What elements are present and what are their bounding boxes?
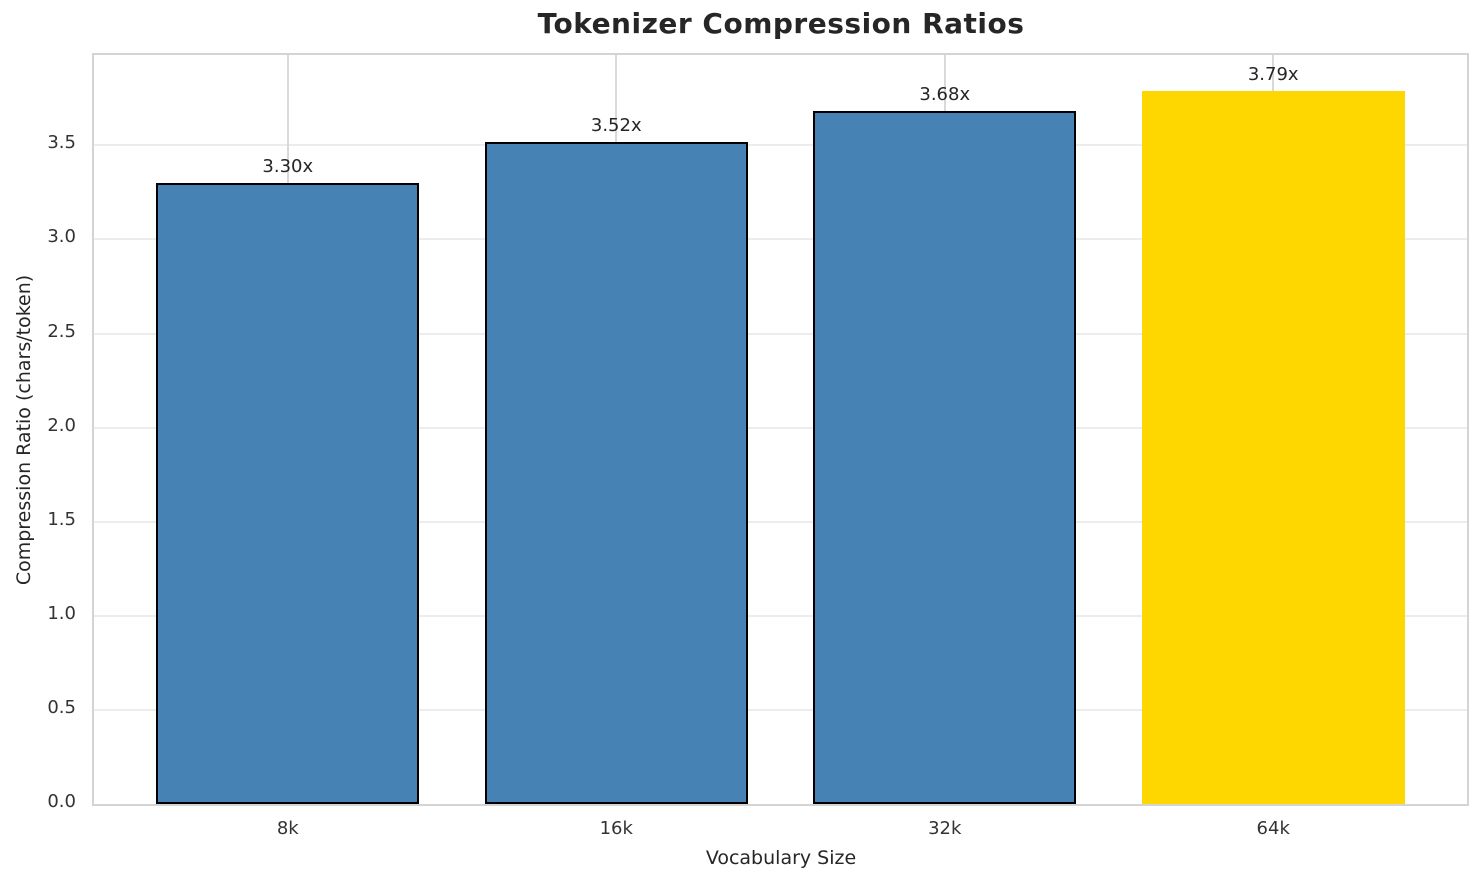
y-tick-label: 1.0	[47, 602, 76, 624]
h-gridline	[94, 708, 1467, 711]
h-gridline	[94, 520, 1467, 523]
h-gridline	[94, 144, 1467, 147]
y-tick-label: 3.5	[47, 132, 76, 154]
bar-32k	[813, 111, 1077, 804]
h-gridline	[94, 238, 1467, 241]
bar-8k	[156, 182, 420, 804]
x-tick-label: 16k	[599, 818, 633, 839]
y-tick-label: 1.5	[47, 508, 76, 530]
x-axis-title: Vocabulary Size	[705, 847, 857, 869]
y-tick-label: 3.0	[47, 226, 76, 248]
bar-16k	[484, 141, 748, 804]
y-tick-label: 2.0	[47, 414, 76, 436]
x-tick-label: 32k	[928, 818, 962, 839]
h-gridline	[94, 332, 1467, 335]
y-tick-label: 2.5	[47, 320, 76, 342]
h-gridline	[94, 614, 1467, 617]
x-tick-label: 8k	[276, 818, 299, 839]
bar-64k	[1141, 90, 1405, 804]
bar-value-label: 3.79x	[1247, 63, 1299, 85]
y-tick-label: 0.5	[47, 696, 76, 718]
h-gridline	[94, 426, 1467, 429]
chart-title: Tokenizer Compression Ratios	[537, 7, 1025, 40]
plot-area: 3.30x 3.52x 3.68x 3.79x	[92, 53, 1469, 806]
bar-value-label: 3.68x	[919, 84, 971, 106]
bar-value-label: 3.52x	[590, 114, 642, 136]
x-tick-label: 64k	[1256, 818, 1290, 839]
bar-value-label: 3.30x	[262, 155, 314, 177]
y-tick-label: 0.0	[47, 791, 76, 812]
